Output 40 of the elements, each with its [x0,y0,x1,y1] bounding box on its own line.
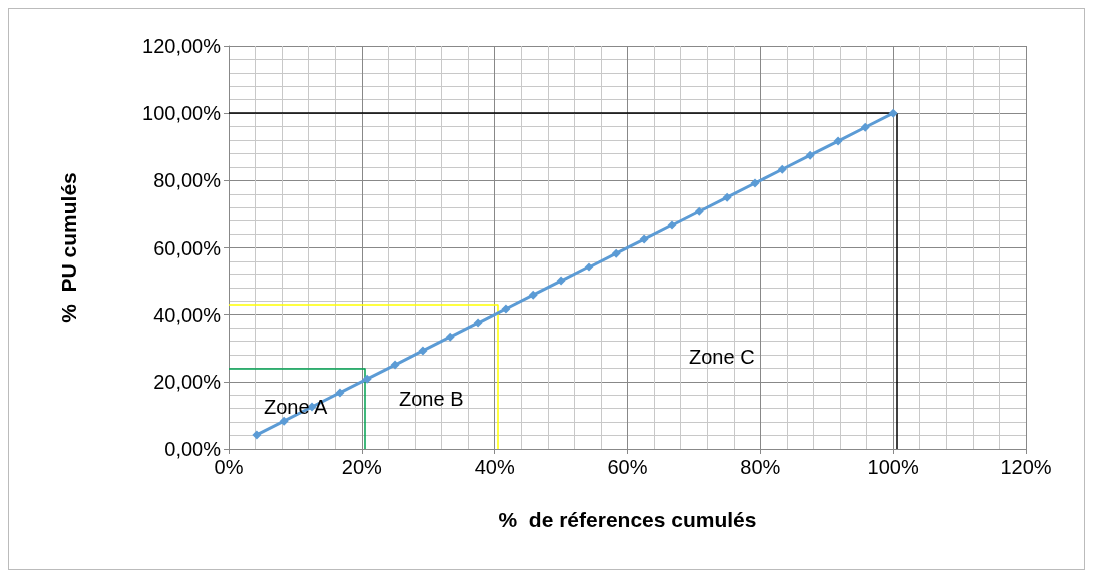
point [722,192,732,202]
x-tick-label: 20% [341,456,383,478]
y-axis-title: % PU cumulés [57,172,80,323]
point [777,164,787,174]
annotation: Zone B [399,388,464,410]
x-tick-label: 60% [607,456,648,478]
x-axis-title: % de réferences cumulés [498,508,757,531]
point [639,234,649,244]
point [860,122,870,132]
point [445,332,455,342]
annotation: Zone A [264,396,329,418]
x-tick-label: 80% [740,456,781,478]
x-tick-label: 120% [1000,456,1052,478]
point [667,220,677,230]
x-tick-label: 100% [867,456,919,478]
x-tick-label: 40% [474,456,515,478]
y-tick-label: 100,00% [142,102,222,125]
y-tick-label: 40,00% [153,303,222,326]
point [833,136,843,146]
point [473,318,483,328]
point [611,248,621,258]
point [694,206,704,216]
y-tick-label: 20,00% [153,370,222,393]
point [528,290,538,300]
point [335,388,345,398]
y-tick-label: 60,00% [153,236,222,259]
point [279,416,289,426]
point [501,304,511,314]
point [584,262,594,272]
point [362,374,372,384]
annotation: Zone C [689,346,755,368]
point [556,276,566,286]
point [888,108,898,118]
y-tick-label: 80,00% [153,169,222,192]
point [252,430,262,440]
y-tick-label: 120,00% [142,35,222,57]
point [390,360,400,370]
point [418,346,428,356]
point [750,178,760,188]
point [805,150,815,160]
